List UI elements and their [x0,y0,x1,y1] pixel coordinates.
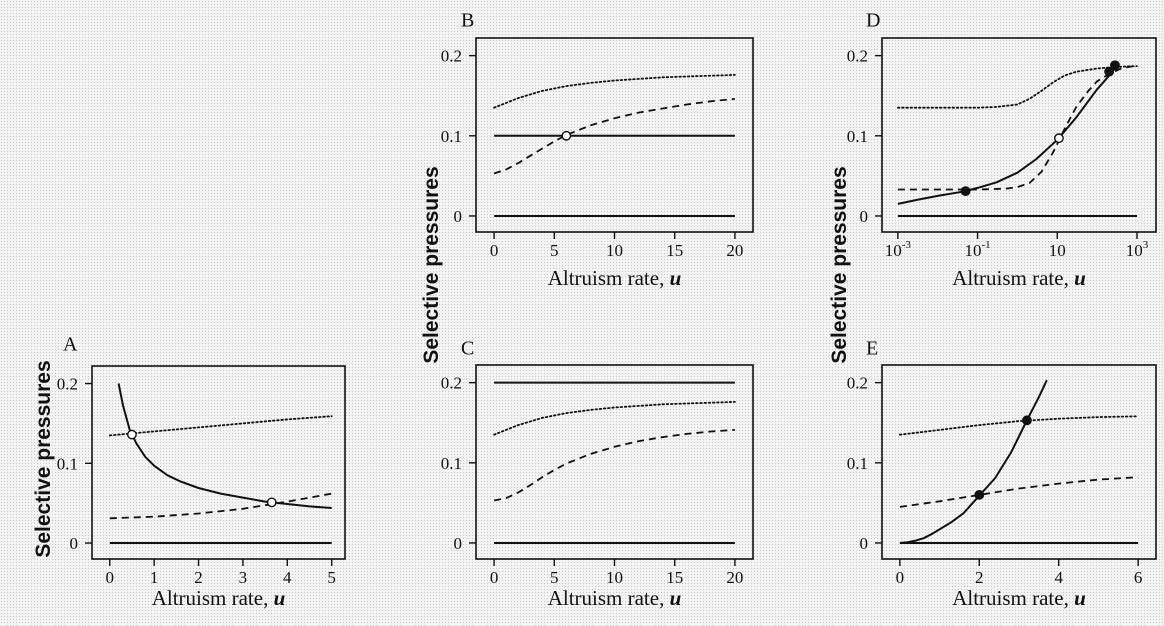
panel-b-x-axis-label-text: Altruism rate, [548,266,670,290]
panel-e-xtick-label: 2 [975,568,984,587]
panel-e-x-axis-label-var: u [1074,586,1086,610]
panel-a-marker-open [127,429,137,440]
panel-c-xtick-label: 15 [666,568,683,587]
panel-d-xtick-exponent: 3 [1143,239,1149,251]
panel-d-marker-open [1054,133,1064,144]
y-axis-label-a: Selective pressures [32,360,55,558]
panel-c-ytick-label: 0.2 [441,374,462,393]
panel-e-xtick-label: 4 [1054,568,1063,587]
panel-a-frame [91,365,346,560]
y-axis-label-bc: Selective pressures [420,166,443,364]
panel-c-xtick-label: 0 [490,568,499,587]
panel-a-xtick-label: 5 [327,568,336,587]
panel-b-marker-open [561,130,572,141]
panel-b-series-dashed [493,98,735,175]
panel-a: A 0 1 2 3 4 5 0 0.1 0.2 Altruism rate, u [57,334,346,610]
panel-e-frame [881,364,1157,560]
panel-b-ytick-label: 0.1 [441,127,462,146]
panel-a-series-solid [117,383,332,509]
panel-a-x-axis-label-text: Altruism rate, [152,586,274,610]
panel-a-series-dotted [108,415,333,437]
panel-d-xtick-exponent: -3 [902,239,912,251]
panel-d-ytick-label: 0.1 [847,127,868,146]
panel-d-series-dotted [897,65,1138,109]
panel-a-letter: A [63,334,78,356]
panel-d-ytick-label: 0 [860,207,869,226]
panel-d-series-solid [897,66,1117,205]
panel-a-xtick-label: 0 [106,568,115,587]
panel-a-ytick-label: 0 [70,534,79,553]
panel-c: C 0 5 10 15 20 0 0.1 0.2 Altruism rate, u [441,338,754,610]
panel-b: B 0 5 10 15 20 0 0.1 0.2 Altruism rate, u [441,10,754,290]
panel-e-xtick-label: 6 [1134,568,1143,587]
panel-c-xtick-label: 20 [726,568,743,587]
panel-e-series-dotted [899,415,1139,436]
panel-d-xtick-label: 103 [1126,239,1149,260]
panel-e-xtick-label: 0 [896,568,905,587]
panel-d-x-axis-label: Altruism rate, u [952,266,1086,290]
panel-d-x-axis-label-var: u [1074,266,1086,290]
panel-c-ytick-label: 0.1 [441,454,462,473]
panel-d-xtick-label: 10-1 [964,239,990,260]
panel-b-xtick-label: 15 [666,241,683,260]
panel-b-ytick-label: 0 [454,207,463,226]
panel-e-ytick-label: 0 [860,534,869,553]
panel-a-x-axis-label-var: u [274,586,286,610]
panel-e-marker-filled [974,489,985,500]
panel-a-ytick-label: 0.2 [57,375,78,394]
panel-d-marker-filled [1110,60,1120,71]
panel-a-ytick-label: 0.1 [57,454,78,473]
panel-b-series-dotted [493,74,736,109]
panel-a-marker-open [266,497,277,508]
panel-c-letter: C [461,338,474,360]
panel-b-xtick-label: 0 [490,241,499,260]
panel-d-marker-filled [960,186,971,197]
panel-e-x-axis-label: Altruism rate, u [952,586,1086,610]
panel-c-x-axis-label-var: u [670,586,682,610]
panel-b-xtick-label: 20 [726,241,743,260]
panel-e-x-axis-label-text: Altruism rate, [952,586,1074,610]
panel-c-xtick-label: 5 [550,568,559,587]
panel-b-xtick-label: 10 [606,241,623,260]
panel-b-x-axis-label: Altruism rate, u [548,266,682,290]
panel-b-ytick-label: 0.2 [441,47,462,66]
panel-d-ytick-label: 0.2 [847,47,868,66]
panel-a-xtick-label: 1 [150,568,159,587]
panel-a-xtick-label: 4 [283,568,292,587]
panel-c-series-dashed [493,429,735,502]
panel-d-x-axis-label-text: Altruism rate, [952,266,1074,290]
panel-c-frame [475,364,754,560]
panel-b-xtick-label: 5 [550,241,559,260]
panel-a-xtick-label: 3 [239,568,248,587]
panel-d-marker-filled [1104,66,1115,77]
panel-c-xtick-label: 10 [606,568,623,587]
panel-b-x-axis-label-var: u [670,266,682,290]
panel-d-xtick-label: 10 [1049,241,1066,260]
panel-c-ytick-label: 0 [454,534,463,553]
panel-d-letter: D [866,10,880,32]
panel-e-ytick-label: 0.1 [847,454,868,473]
panel-a-xtick-label: 2 [194,568,203,587]
panel-a-x-axis-label: Altruism rate, u [152,586,286,610]
panel-e: E 0 2 4 6 0 0.1 0.2 Altruism rate, u [847,338,1157,610]
panel-e-series-solid [899,379,1048,544]
y-axis-label-de: Selective pressures [828,166,851,364]
panel-e-series-dashed [899,476,1139,508]
panel-a-series-dashed [109,492,332,520]
panel-d: D 10-3 10-1 10 103 0 0.1 0.2 Altruism rate, u [847,10,1157,290]
panel-b-letter: B [461,10,474,32]
panel-e-letter: E [866,338,878,360]
panel-e-ytick-label: 0.2 [847,374,868,393]
panel-c-series-dotted [493,400,736,436]
panel-d-xtick-label: 10-3 [885,239,912,260]
panel-e-marker-filled [1022,415,1032,426]
panel-c-x-axis-label: Altruism rate, u [548,586,682,610]
panel-d-frame [881,37,1157,233]
panel-d-series-dashed [897,64,1138,191]
panel-d-xtick-exponent: -1 [981,239,990,251]
panel-c-x-axis-label-text: Altruism rate, [548,586,670,610]
